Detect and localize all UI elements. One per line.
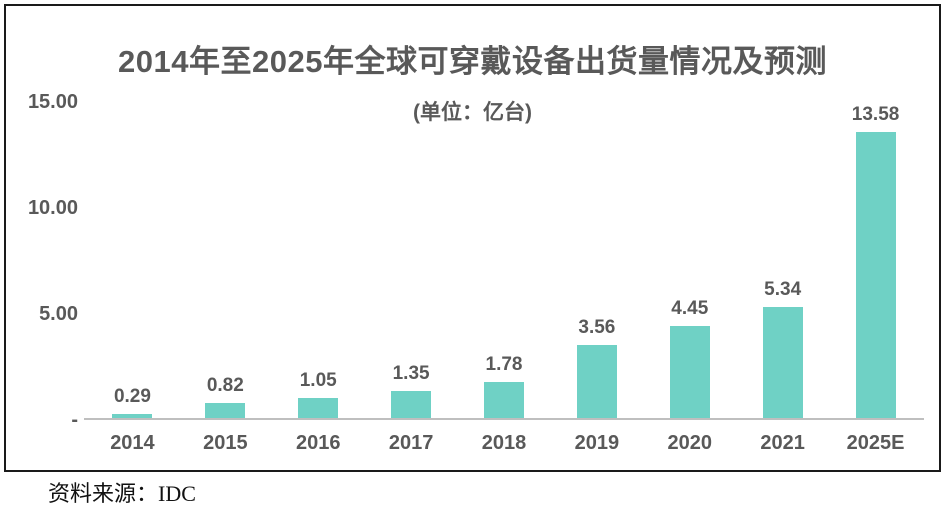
bar-group: 0.29 xyxy=(86,102,179,420)
bar-value-label: 0.82 xyxy=(206,374,244,396)
y-axis-tick: 5.00 xyxy=(39,303,78,325)
source-note: 资料来源：IDC xyxy=(48,481,196,505)
bar-2025E xyxy=(855,132,896,420)
y-axis: - 5.00 10.00 15.00 xyxy=(12,91,78,431)
bar-2016 xyxy=(298,397,339,420)
y-axis-tick: 15.00 xyxy=(27,91,78,113)
bar-value-label: 1.78 xyxy=(485,354,523,376)
x-axis-label: 2014 xyxy=(110,432,155,454)
bar-value-label: 13.58 xyxy=(851,104,900,126)
y-axis-tick: 10.00 xyxy=(27,197,78,219)
x-axis-label: 2020 xyxy=(667,432,713,454)
bar-2021 xyxy=(762,306,803,420)
bar-group: 13.58 xyxy=(829,102,922,420)
bar-group: 1.35 xyxy=(365,102,458,420)
bar-value-label: 5.34 xyxy=(764,278,802,300)
bar-2015 xyxy=(205,402,246,420)
bar-2018 xyxy=(484,382,524,420)
bar-value-label: 1.05 xyxy=(299,369,337,391)
bar-group: 5.34 xyxy=(736,102,829,420)
x-axis-label: 2019 xyxy=(574,432,620,454)
x-axis-label: 2018 xyxy=(481,432,527,454)
bar-group: 3.56 xyxy=(550,102,643,420)
x-axis-label: 2017 xyxy=(388,432,434,454)
bar-group: 1.05 xyxy=(272,102,365,420)
bar-group: 1.78 xyxy=(458,102,551,420)
bar-group: 0.82 xyxy=(179,102,272,420)
bar-group: 4.45 xyxy=(643,102,736,420)
bar-2019 xyxy=(576,344,617,420)
bar-value-label: 0.29 xyxy=(113,385,151,407)
chart-title: 2014年至2025年全球可穿戴设备出货量情况及预测 xyxy=(118,44,827,79)
x-axis-label: 2016 xyxy=(295,432,341,454)
plot-area: 0.29 0.82 1.05 1.35 1.78 3.56 4.45 5.34 13.58 xyxy=(86,102,922,420)
y-axis-tick: - xyxy=(71,409,78,431)
bar-2017 xyxy=(391,391,432,420)
bar-2020 xyxy=(669,325,710,420)
bar-value-label: 3.56 xyxy=(578,316,616,338)
x-axis-label: 2015 xyxy=(203,432,248,454)
bar-2014 xyxy=(112,413,153,420)
bar-value-label: 1.35 xyxy=(392,363,430,385)
chart-frame: 2014年至2025年全球可穿戴设备出货量情况及预测 (单位：亿台) - 5.00… xyxy=(4,4,941,472)
x-axis-label: 2025E xyxy=(846,432,905,454)
bar-value-label: 4.45 xyxy=(671,297,709,319)
x-axis-line xyxy=(84,418,924,420)
x-axis-label: 2021 xyxy=(760,432,805,454)
chart-subtitle: (单位：亿台) xyxy=(413,101,532,124)
x-axis-labels: 2014 2015 2016 2017 2018 2019 2020 2021 2025E xyxy=(86,430,922,456)
